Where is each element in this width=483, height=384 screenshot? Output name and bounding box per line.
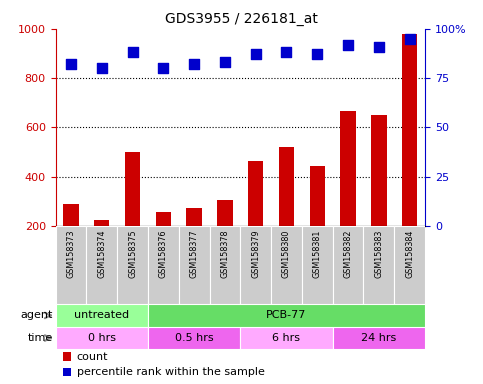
Text: GSM158373: GSM158373 xyxy=(67,229,75,278)
Bar xyxy=(217,200,233,226)
Point xyxy=(406,36,413,42)
Text: 24 hrs: 24 hrs xyxy=(361,333,397,343)
Text: GSM158383: GSM158383 xyxy=(374,229,384,278)
Bar xyxy=(186,208,202,226)
Bar xyxy=(117,226,148,304)
Text: count: count xyxy=(77,352,108,362)
Text: GSM158380: GSM158380 xyxy=(282,229,291,278)
Text: GSM158378: GSM158378 xyxy=(220,229,229,278)
Bar xyxy=(125,152,140,226)
Bar xyxy=(86,226,117,304)
Text: PCB-77: PCB-77 xyxy=(266,310,307,320)
Point xyxy=(128,50,136,56)
Bar xyxy=(271,226,302,304)
Text: GSM158384: GSM158384 xyxy=(405,229,414,278)
Bar xyxy=(364,226,394,304)
Bar xyxy=(179,226,210,304)
Text: agent: agent xyxy=(21,310,53,320)
Bar xyxy=(341,111,356,226)
Text: 0.5 hrs: 0.5 hrs xyxy=(175,333,213,343)
Point xyxy=(159,65,167,71)
Text: percentile rank within the sample: percentile rank within the sample xyxy=(77,367,265,377)
Text: 0 hrs: 0 hrs xyxy=(88,333,116,343)
Point xyxy=(190,61,198,67)
Point xyxy=(252,51,259,58)
Text: GSM158376: GSM158376 xyxy=(159,229,168,278)
Bar xyxy=(248,161,263,226)
Bar xyxy=(56,327,148,349)
Bar xyxy=(210,226,240,304)
Text: 6 hrs: 6 hrs xyxy=(272,333,300,343)
Text: GSM158374: GSM158374 xyxy=(97,229,106,278)
Bar xyxy=(63,353,71,361)
Text: time: time xyxy=(28,333,53,343)
Bar xyxy=(148,327,241,349)
Point xyxy=(98,65,106,71)
Bar xyxy=(148,304,425,327)
Bar xyxy=(63,204,79,226)
Point xyxy=(283,50,290,56)
Bar xyxy=(240,226,271,304)
Bar xyxy=(148,226,179,304)
Point xyxy=(375,43,383,50)
Bar xyxy=(156,212,171,226)
Bar xyxy=(240,327,333,349)
Bar xyxy=(302,226,333,304)
Bar xyxy=(56,226,86,304)
Point xyxy=(313,51,321,58)
Text: GSM158381: GSM158381 xyxy=(313,229,322,278)
Text: GDS3955 / 226181_at: GDS3955 / 226181_at xyxy=(165,12,318,25)
Text: GSM158375: GSM158375 xyxy=(128,229,137,278)
Text: untreated: untreated xyxy=(74,310,129,320)
Bar xyxy=(333,226,364,304)
Text: GSM158377: GSM158377 xyxy=(190,229,199,278)
Bar xyxy=(94,220,110,226)
Bar xyxy=(63,368,71,376)
Bar xyxy=(394,226,425,304)
Bar xyxy=(56,304,148,327)
Bar xyxy=(371,115,386,226)
Point xyxy=(221,59,229,65)
Point xyxy=(344,41,352,48)
Bar xyxy=(310,166,325,226)
Bar xyxy=(333,327,425,349)
Text: GSM158379: GSM158379 xyxy=(251,229,260,278)
Bar xyxy=(279,147,294,226)
Text: GSM158382: GSM158382 xyxy=(343,229,353,278)
Point xyxy=(67,61,75,67)
Bar xyxy=(402,34,417,226)
